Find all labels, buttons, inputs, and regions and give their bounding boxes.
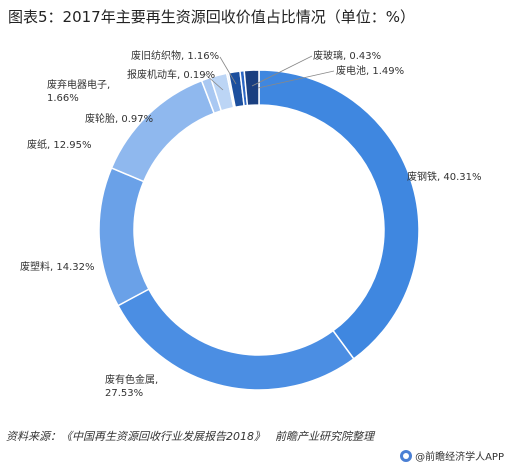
- slice-label-4: 废纸, 12.95%: [27, 138, 92, 151]
- slice-label-6: 废弃电器电子, 1.66%: [47, 78, 110, 104]
- slice-label-1: 废钢铁, 40.31%: [407, 170, 482, 183]
- leader-line-8: [219, 56, 237, 85]
- source-text: 《中国再生资源回收行业发展报告2018》: [61, 430, 265, 443]
- source-prefix: 资料来源：: [6, 430, 61, 443]
- slice-4: [110, 79, 216, 183]
- slice-label-3: 废塑料, 14.32%: [20, 260, 95, 273]
- leader-line-7: [204, 73, 224, 91]
- slice-label-7: 报废机动车, 0.19%: [127, 68, 215, 81]
- chart-title: 图表5：2017年主要再生资源回收价值占比情况（单位：%）: [8, 8, 415, 26]
- source-note: 资料来源：《中国再生资源回收行业发展报告2018》 前瞻产业研究院整理: [6, 428, 374, 444]
- leader-line-9: [251, 55, 313, 87]
- slice-1: [258, 69, 420, 360]
- slice-label-8: 废旧纺织物, 1.16%: [131, 49, 219, 62]
- slice-3: [98, 166, 150, 307]
- source-org: 前瞻产业研究院整理: [275, 430, 374, 443]
- footer-brand: @前瞻经济学人APP: [400, 448, 504, 463]
- footer-brand-text: @前瞻经济学人APP: [415, 452, 504, 463]
- slice-label-2: 废有色金属, 27.53%: [105, 373, 158, 399]
- slice-label-10: 废电池, 1.49%: [336, 64, 404, 77]
- brand-logo-icon: [400, 449, 413, 462]
- slice-label-9: 废玻璃, 0.43%: [313, 49, 381, 62]
- leader-line-10: [257, 70, 335, 89]
- slice-10: [243, 69, 260, 107]
- slice-label-5: 废轮胎, 0.97%: [85, 112, 153, 125]
